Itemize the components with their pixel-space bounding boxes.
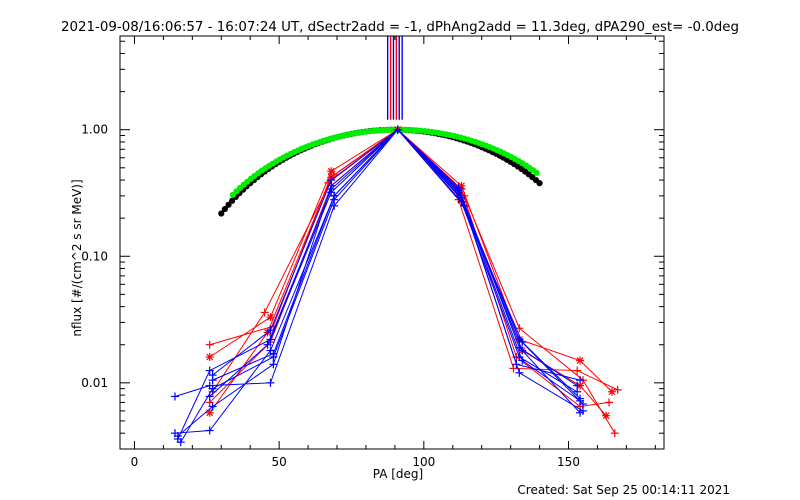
data-point	[205, 426, 214, 435]
marker-stroke	[576, 357, 584, 364]
data-point	[170, 392, 179, 401]
data-point	[208, 384, 217, 393]
data-point	[269, 349, 278, 358]
plot-frame	[119, 35, 665, 450]
series-line	[209, 129, 616, 434]
model-point	[536, 180, 543, 187]
data-point	[327, 184, 336, 193]
data-point	[205, 392, 214, 401]
data-point	[576, 376, 585, 385]
y-axis-label: nflux [#/(cm^2 s sr MeV)]	[70, 179, 84, 336]
data-point	[208, 402, 217, 411]
data-point	[205, 366, 214, 375]
x-axis-label: PA [deg]	[373, 467, 423, 481]
data-point	[515, 335, 524, 344]
x-tick-label: 100	[412, 455, 435, 469]
data-point	[518, 356, 527, 365]
y-tick-label: 0.10	[81, 249, 108, 263]
data-point	[576, 396, 585, 405]
data-point	[176, 438, 185, 447]
data-point	[260, 308, 269, 317]
data-point	[515, 343, 524, 352]
data-point	[573, 381, 582, 390]
model-point	[221, 205, 228, 213]
model-point	[533, 169, 540, 176]
chart-title: 2021-09-08/16:06:57 - 16:07:24 UT, dSect…	[61, 20, 739, 35]
created-footer: Created: Sat Sep 25 00:14:11 2021	[517, 483, 730, 497]
marker-stroke	[206, 353, 214, 361]
data-point	[330, 191, 339, 200]
series-6	[170, 125, 582, 438]
model-curve-1	[229, 126, 540, 198]
data-point	[512, 360, 521, 369]
axes: 0 50 100 150 0.01 0.10 1.00	[81, 35, 665, 469]
series-line	[209, 129, 613, 393]
data-point	[515, 368, 524, 377]
data-point	[269, 360, 278, 369]
data-point	[205, 340, 214, 349]
data-point	[613, 385, 622, 394]
series-line	[177, 129, 584, 437]
x-tick-label: 0	[131, 455, 139, 469]
x-tick-label: 150	[557, 455, 580, 469]
series-line	[209, 129, 607, 417]
data-point	[263, 340, 272, 349]
series-line	[177, 128, 581, 440]
marker-stroke	[327, 167, 335, 175]
data-point	[573, 366, 582, 375]
series-line	[180, 128, 581, 443]
marker-stroke	[267, 313, 274, 321]
data-point	[576, 408, 585, 417]
y-tick-label: 0.01	[81, 376, 108, 390]
data-point	[208, 376, 217, 385]
marker-stroke	[206, 409, 214, 417]
data-point	[327, 176, 336, 185]
plot-area	[170, 36, 622, 447]
series-12	[208, 125, 585, 405]
data-point	[509, 364, 518, 373]
data-point	[266, 313, 275, 322]
data-point	[266, 378, 275, 387]
model-point	[218, 210, 225, 217]
y-tick-label: 1.00	[81, 123, 108, 137]
data-point	[610, 429, 619, 438]
data-point	[454, 186, 463, 195]
data-point	[605, 398, 614, 407]
marker-stroke	[602, 412, 610, 420]
model-point	[225, 201, 232, 208]
data-point	[576, 356, 585, 365]
data-point	[393, 125, 402, 134]
series-line	[174, 128, 578, 434]
data-point	[205, 352, 214, 361]
x-tick-label: 50	[272, 455, 287, 469]
data-point	[607, 387, 616, 396]
